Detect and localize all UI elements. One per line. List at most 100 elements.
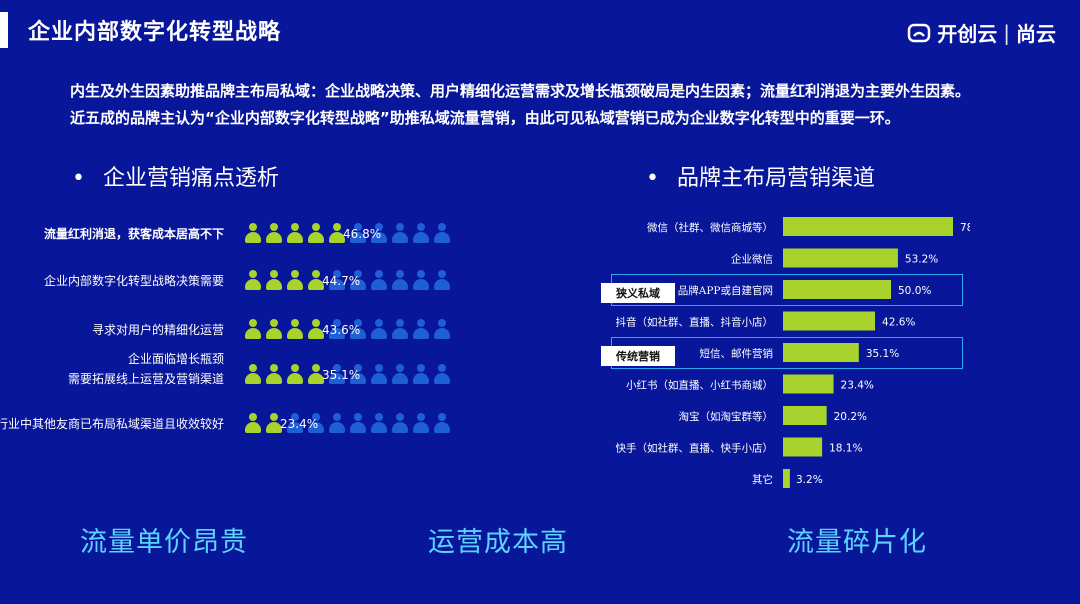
person-icon <box>391 318 409 340</box>
traditional-tag: 传统营销 <box>601 346 675 366</box>
person-icon <box>265 318 283 340</box>
channel-value-label: 20.2% <box>834 411 867 423</box>
person-icon <box>349 412 367 434</box>
person-icon <box>286 318 304 340</box>
person-icon <box>328 269 346 291</box>
intro-line-2: 近五成的品牌主认为“企业内部数字化转型战略”助推私域流量营销，由此可见私域营销已… <box>70 109 900 127</box>
person-icon <box>433 412 451 434</box>
person-icon <box>265 269 283 291</box>
person-icon <box>307 318 325 340</box>
person-icon <box>412 222 430 244</box>
person-icon <box>433 363 451 385</box>
channel-category-label: 短信、邮件营销 <box>700 347 774 360</box>
channel-bar-chart: 微信（社群、微信商城等） 78.7% 企业微信 53.2% 品牌APP或自建官网 50.0… <box>616 217 970 488</box>
person-icon <box>412 318 430 340</box>
channel-value-label: 42.6% <box>882 317 915 329</box>
channel-bar <box>783 406 827 425</box>
channel-bar <box>783 374 834 394</box>
person-icon <box>412 412 430 434</box>
channel-value-label: 3.2% <box>796 474 823 486</box>
logo-text: 开创云 <box>937 22 998 46</box>
person-icon <box>433 269 451 291</box>
cloud-logo-icon <box>908 23 931 42</box>
narrow-private-tag: 狭义私域 <box>601 283 675 303</box>
title-accent-bar <box>0 12 8 48</box>
pain-point-value: 23.4% <box>280 417 319 431</box>
pain-point-value: 35.1% <box>322 368 361 382</box>
right-section-title: 品牌主布局营销渠道 <box>676 166 875 191</box>
logo-separator: | <box>1003 20 1010 45</box>
pain-point-label: 行业中其他友商已布局私域渠道且收效较好 <box>0 417 224 431</box>
channel-category-label: 微信（社群、微信商城等） <box>647 221 773 234</box>
channel-bar <box>783 217 953 236</box>
page-title: 企业内部数字化转型战略 <box>28 20 282 45</box>
person-icon <box>286 269 304 291</box>
channel-value-label: 78.7% <box>960 222 970 234</box>
pain-point-label: 企业面临增长瓶颈 需要拓展线上运营及营销渠道 <box>67 352 224 386</box>
bullet: • <box>72 166 85 191</box>
person-icon-row <box>244 269 454 291</box>
channel-bar <box>783 343 859 362</box>
channel-value-label: 23.4% <box>841 380 874 392</box>
person-icon <box>286 412 304 434</box>
pain-point-value: 44.7% <box>322 274 361 288</box>
channel-category-label: 品牌APP或自建官网 <box>678 284 773 297</box>
person-icon <box>349 222 367 244</box>
person-icon-row <box>244 318 454 340</box>
person-icon <box>265 412 283 434</box>
person-icon <box>244 318 262 340</box>
left-section-title: 企业营销痛点透析 <box>102 166 279 191</box>
person-icon <box>328 363 346 385</box>
right-section-heading: • 品牌主布局营销渠道 <box>646 160 875 192</box>
person-icon <box>370 412 388 434</box>
person-icon <box>412 363 430 385</box>
person-icon <box>370 269 388 291</box>
channel-category-label: 企业微信 <box>731 253 773 266</box>
channel-category-label: 小红书（如直播、小红书商城） <box>626 379 773 392</box>
person-icon <box>244 269 262 291</box>
person-icon <box>328 412 346 434</box>
bottom-point-3: 流量碎片化 <box>787 527 927 558</box>
left-section-heading: • 企业营销痛点透析 <box>72 160 279 192</box>
person-icon <box>307 363 325 385</box>
channel-value-label: 50.0% <box>898 285 931 297</box>
channel-value-label: 18.1% <box>829 443 862 455</box>
person-icon <box>307 412 325 434</box>
person-icon <box>391 269 409 291</box>
channel-category-label: 淘宝（如淘宝群等） <box>679 410 774 423</box>
logo-text-secondary: 尚云 <box>1016 22 1056 46</box>
person-icon <box>391 222 409 244</box>
person-icon <box>286 363 304 385</box>
bottom-point-1: 流量单价昂贵 <box>80 527 248 558</box>
bottom-point-2: 运营成本高 <box>428 527 568 558</box>
brand-logo: 开创云 | 尚云 <box>907 18 1056 47</box>
channel-value-label: 53.2% <box>905 254 938 266</box>
channel-bar <box>783 437 823 457</box>
person-icon <box>286 222 304 244</box>
person-icon <box>244 222 262 244</box>
person-icon <box>349 269 367 291</box>
channel-bar <box>783 311 876 331</box>
intro-paragraph: 内生及外生因素助推品牌主布局私域：企业战略决策、用户精细化运营需求及增长瓶颈破局… <box>70 78 970 132</box>
person-icon <box>328 318 346 340</box>
person-icon <box>370 318 388 340</box>
channel-category-label: 抖音（如社群、直播、抖音小店） <box>616 316 774 329</box>
channel-bar <box>783 280 892 299</box>
bullet: • <box>646 166 659 191</box>
person-icon <box>307 269 325 291</box>
channel-category-label: 快手（如社群、直播、快手小店） <box>616 442 774 455</box>
person-icon <box>349 318 367 340</box>
pain-point-label: 寻求对用户的精细化运营 <box>91 323 224 337</box>
person-icon <box>244 363 262 385</box>
channel-bar <box>783 248 898 268</box>
person-icon-row <box>244 412 454 434</box>
person-icon <box>244 412 262 434</box>
person-icon <box>391 412 409 434</box>
person-icon <box>370 363 388 385</box>
pain-point-label: 企业内部数字化转型战略决策需要 <box>43 274 224 288</box>
channel-category-label: 其它 <box>752 473 773 486</box>
person-icon <box>265 363 283 385</box>
person-icon <box>433 318 451 340</box>
pain-point-label: 流量红利消退，获客成本居高不下 <box>43 227 224 241</box>
person-icon <box>328 222 346 244</box>
